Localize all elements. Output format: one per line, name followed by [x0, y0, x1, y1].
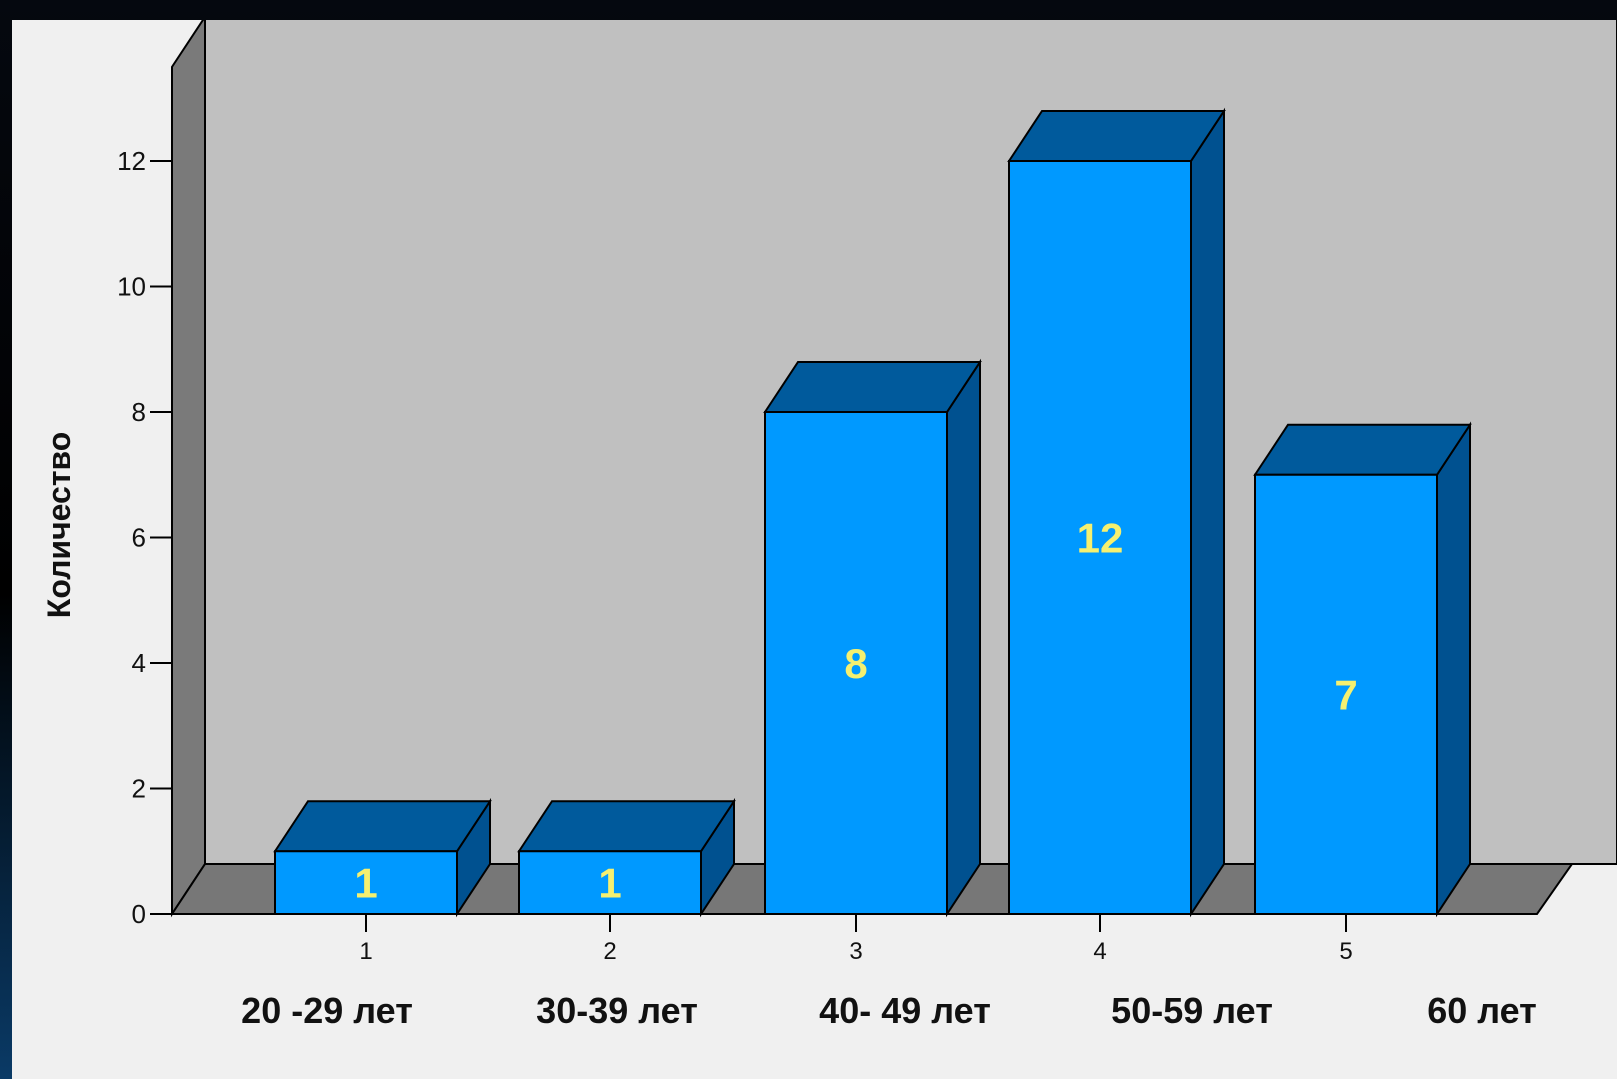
bar-top	[517, 800, 736, 853]
bar-side	[1436, 421, 1471, 918]
bar-value-label: 7	[1334, 671, 1357, 718]
bar-side	[1190, 107, 1225, 918]
age-group-label: 50-59 лет	[1111, 990, 1273, 1031]
age-group-label: 40- 49 лет	[819, 990, 991, 1031]
bar	[1254, 473, 1438, 915]
x-tick-label: 5	[1339, 938, 1352, 965]
bar	[764, 411, 948, 915]
bar-top	[763, 361, 982, 413]
bar-top	[1253, 423, 1472, 476]
y-tick-label: 10	[117, 272, 146, 302]
x-tick-label: 3	[849, 938, 862, 965]
side-wall	[171, 20, 206, 918]
y-tick-label: 12	[117, 146, 146, 176]
bar-value-label: 12	[1077, 515, 1124, 562]
bar-top	[1007, 110, 1226, 162]
bar	[518, 850, 702, 915]
y-axis-title: Количество	[41, 432, 77, 619]
chart-area: 0 2 4 6 8 10 12 Количество 1 1 1 2 8 3 12 4 7 5 20 -29 ле…	[12, 20, 1617, 1079]
y-tick-label: 6	[132, 523, 146, 553]
y-tick-label: 0	[132, 899, 146, 929]
x-tick-label: 4	[1093, 938, 1106, 965]
y-tick-label: 2	[132, 774, 146, 804]
bar	[274, 850, 458, 915]
bar-top	[273, 800, 492, 853]
age-group-label: 60 лет	[1427, 990, 1537, 1031]
bar-value-label: 1	[598, 860, 621, 907]
bar-value-label: 1	[354, 860, 377, 907]
x-tick-label: 2	[603, 938, 616, 965]
age-group-label: 30-39 лет	[536, 990, 698, 1031]
age-group-label: 20 -29 лет	[241, 990, 413, 1031]
y-tick-label: 8	[132, 397, 146, 427]
bar-value-label: 8	[844, 640, 867, 687]
y-tick-label: 4	[132, 648, 146, 678]
bar-side	[946, 358, 981, 918]
x-tick-label: 1	[359, 938, 372, 965]
